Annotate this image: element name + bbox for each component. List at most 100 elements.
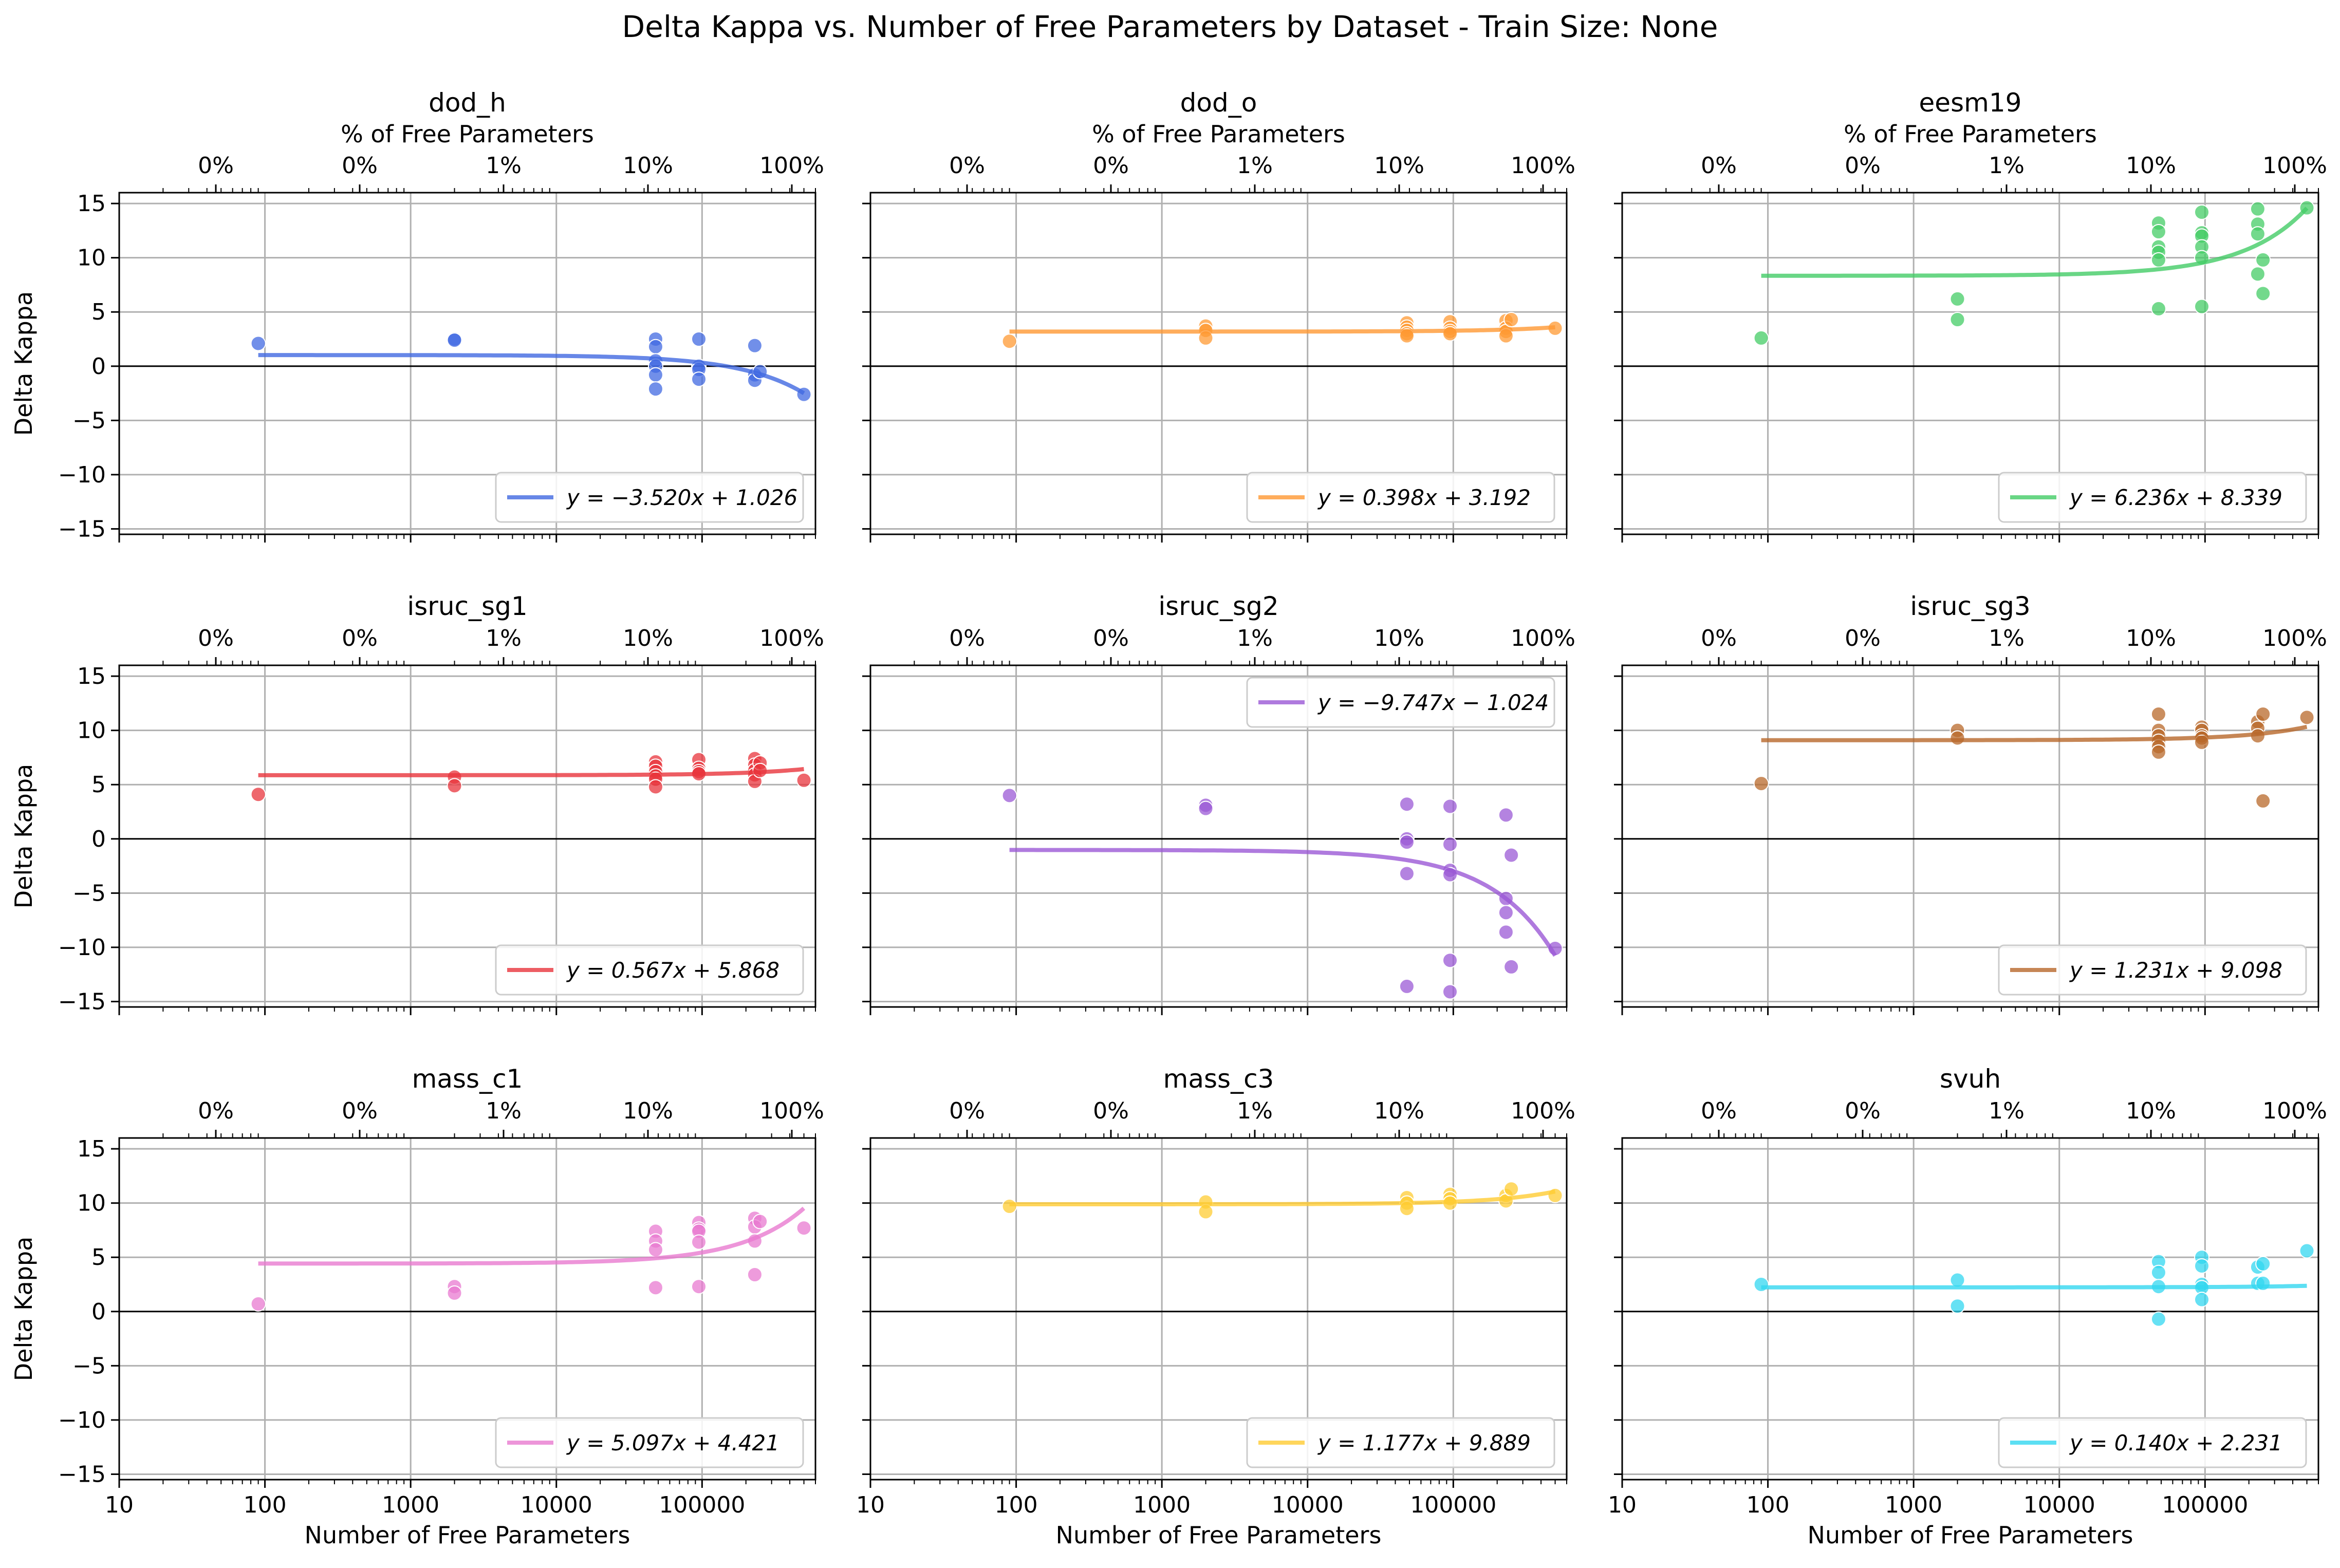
top-tick-label: 1% bbox=[486, 153, 522, 179]
data-point bbox=[1442, 798, 1458, 814]
data-point bbox=[2150, 1264, 2166, 1280]
top-tick-label: 0% bbox=[1093, 1098, 1129, 1124]
legend: y = 0.567x + 5.868 bbox=[495, 944, 804, 996]
legend-box bbox=[495, 944, 804, 996]
data-point bbox=[2150, 1311, 2166, 1327]
legend-label: y = 0.567x + 5.868 bbox=[566, 958, 779, 983]
data-point bbox=[1753, 776, 1769, 792]
x-tick-label: 10000 bbox=[2023, 1492, 2095, 1518]
top-tick-label: 0% bbox=[1093, 625, 1129, 651]
subplot-svuh: 0% 0% 1% 10% 100% 10 100 1000 10000 100000 Number … bbox=[1608, 1064, 2327, 1549]
legend-label: y = 1.231x + 9.098 bbox=[2069, 958, 2282, 983]
y-axis-label: Delta Kappa bbox=[10, 291, 38, 436]
top-tick-label: 0% bbox=[949, 153, 985, 179]
data-point bbox=[1399, 866, 1415, 882]
top-tick-label: 0% bbox=[1845, 1098, 1881, 1124]
legend-label: y = −3.520x + 1.026 bbox=[566, 485, 797, 510]
axes-frame bbox=[1621, 192, 2319, 535]
data-point bbox=[447, 778, 462, 794]
top-tick-label: 100% bbox=[1511, 625, 1575, 651]
data-point bbox=[2150, 252, 2166, 268]
top-tick-label: 10% bbox=[1374, 153, 1424, 179]
subplot-title: dod_o bbox=[1180, 88, 1257, 118]
fit-line bbox=[1009, 325, 1555, 334]
subplot-title: isruc_sg2 bbox=[1158, 591, 1278, 621]
x-tick-label: 10 bbox=[856, 1492, 885, 1518]
data-point bbox=[1001, 788, 1017, 804]
data-point bbox=[2255, 252, 2271, 268]
top-tick-label: 1% bbox=[1989, 153, 2025, 179]
legend-label: y = 0.398x + 3.192 bbox=[1317, 485, 1531, 510]
legend-box bbox=[1246, 1417, 1555, 1468]
top-tick-label: 10% bbox=[2126, 625, 2176, 651]
subplot-title: svuh bbox=[1940, 1064, 2001, 1094]
data-point bbox=[447, 1285, 462, 1301]
y-tick-label: 10 bbox=[77, 718, 106, 744]
data-point bbox=[752, 1214, 768, 1229]
subplot-dod_o: 0% 0% 1% 10% 100% dod_o% of Free Parameters y … bbox=[862, 88, 1575, 543]
data-point bbox=[647, 367, 663, 383]
top-axis-label: % of Free Parameters bbox=[341, 120, 594, 148]
data-point bbox=[647, 381, 663, 397]
data-point bbox=[2250, 201, 2265, 217]
top-tick-label: 0% bbox=[1845, 153, 1881, 179]
data-point bbox=[747, 1267, 763, 1282]
top-tick-label: 100% bbox=[2262, 625, 2327, 651]
subplot-title: mass_c1 bbox=[412, 1064, 523, 1094]
top-tick-label: 1% bbox=[486, 625, 522, 651]
top-tick-label: 0% bbox=[198, 153, 234, 179]
data-point bbox=[250, 787, 266, 802]
data-point bbox=[691, 371, 707, 387]
data-point bbox=[2299, 1243, 2315, 1259]
data-point bbox=[2250, 226, 2265, 242]
y-tick-label: 15 bbox=[77, 1136, 106, 1162]
data-point bbox=[1001, 333, 1017, 349]
top-tick-label: 1% bbox=[1237, 625, 1273, 651]
subplot-title: eesm19 bbox=[1919, 88, 2022, 118]
fit-line bbox=[1761, 724, 2308, 742]
legend: y = 0.140x + 2.231 bbox=[1998, 1417, 2307, 1468]
data-point bbox=[1753, 1277, 1769, 1292]
y-tick-label: 5 bbox=[91, 772, 106, 798]
fit-line bbox=[1761, 207, 2309, 278]
subplot-title: isruc_sg3 bbox=[1910, 591, 2030, 621]
data-point bbox=[1949, 1272, 1965, 1288]
axes-frame bbox=[869, 1137, 1568, 1481]
y-tick-label: −10 bbox=[58, 1407, 106, 1433]
axes-frame bbox=[118, 664, 816, 1008]
data-point bbox=[1442, 836, 1458, 852]
data-point bbox=[691, 331, 707, 347]
top-tick-label: 0% bbox=[1845, 625, 1881, 651]
y-axis-label: Delta Kappa bbox=[10, 764, 38, 908]
y-tick-label: 15 bbox=[77, 191, 106, 217]
data-point bbox=[647, 1280, 663, 1296]
y-tick-label: −5 bbox=[72, 880, 106, 906]
data-point bbox=[2250, 266, 2265, 282]
subplot-dod_h: 0% 0% 1% 10% 100% −15 −10 −5 0 5 10 15 Delta Kappa do… bbox=[10, 88, 824, 543]
subplot-title: mass_c3 bbox=[1163, 1064, 1274, 1094]
top-tick-label: 100% bbox=[759, 1098, 824, 1124]
fit-line bbox=[1009, 1189, 1556, 1206]
data-point bbox=[1503, 959, 1519, 975]
y-tick-label: −15 bbox=[58, 1461, 106, 1487]
data-point bbox=[1503, 312, 1519, 327]
top-tick-label: 1% bbox=[1989, 1098, 2025, 1124]
data-point bbox=[250, 335, 266, 351]
axes-frame bbox=[1621, 1137, 2319, 1481]
data-point bbox=[2194, 1258, 2210, 1274]
top-tick-label: 100% bbox=[1511, 1098, 1575, 1124]
subplot-mass_c3: 0% 0% 1% 10% 100% 10 100 1000 10000 100000 Number … bbox=[856, 1064, 1575, 1549]
top-tick-label: 0% bbox=[198, 1098, 234, 1124]
y-tick-label: 10 bbox=[77, 245, 106, 271]
legend: y = −9.747x − 1.024 bbox=[1246, 677, 1555, 728]
x-axis-label: Number of Free Parameters bbox=[1056, 1521, 1382, 1549]
x-tick-label: 100 bbox=[244, 1492, 287, 1518]
x-tick-label: 100000 bbox=[2162, 1492, 2248, 1518]
y-axis-label: Delta Kappa bbox=[10, 1237, 38, 1381]
top-tick-label: 0% bbox=[198, 625, 234, 651]
legend: y = 1.177x + 9.889 bbox=[1246, 1417, 1555, 1468]
top-tick-label: 10% bbox=[623, 1098, 673, 1124]
data-point bbox=[747, 338, 763, 353]
